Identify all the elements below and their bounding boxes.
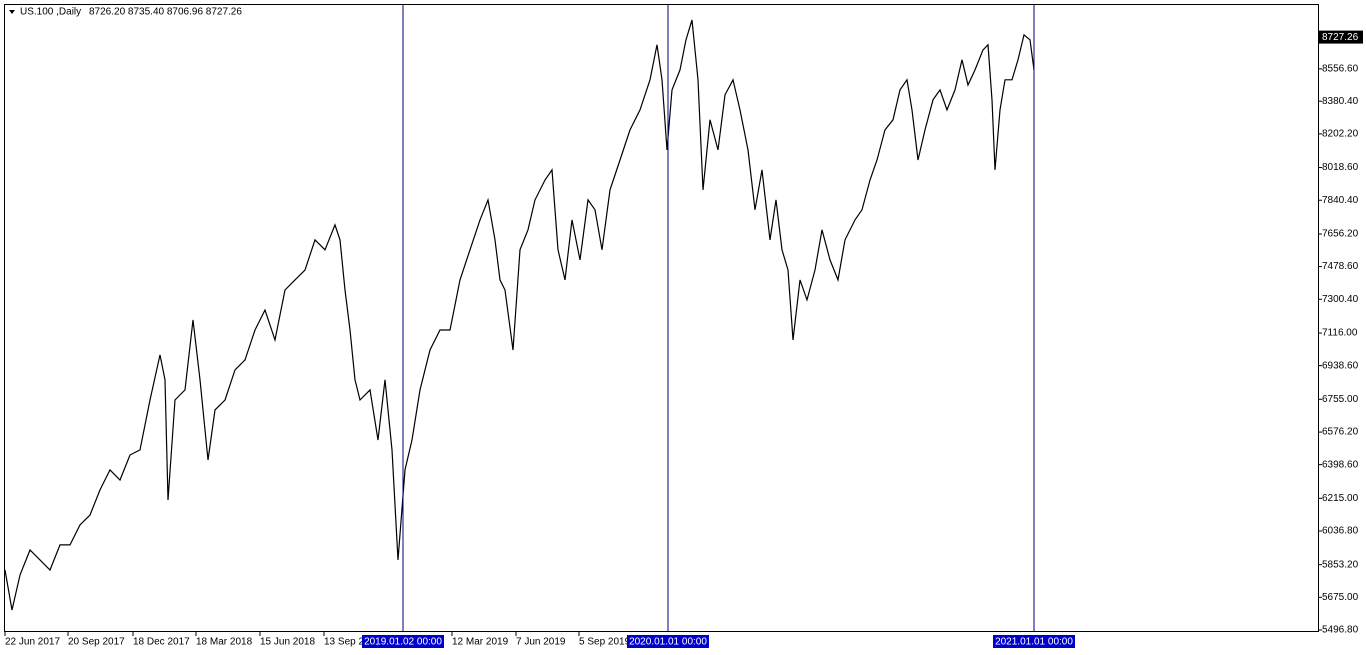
x-tick-label: 7 Jun 2019: [516, 637, 566, 648]
y-tick-label: 6036.80: [1322, 526, 1359, 537]
y-tick-label: 5675.00: [1322, 592, 1359, 603]
y-tick-label: 7300.40: [1322, 294, 1359, 305]
y-tick-label: 5496.80: [1322, 625, 1359, 636]
y-tick-label: 8380.40: [1322, 96, 1359, 107]
y-tick-label: 8556.60: [1322, 64, 1359, 75]
y-tick-label: 5853.20: [1322, 559, 1359, 570]
y-tick-label: 8018.60: [1322, 162, 1359, 173]
x-tick-label: 18 Dec 2017: [133, 637, 190, 648]
y-tick-label: 8202.20: [1322, 129, 1359, 140]
y-tick-label: 6215.00: [1322, 493, 1359, 504]
x-tick-label: 12 Mar 2019: [452, 637, 509, 648]
x-tick-label: 20 Sep 2017: [68, 637, 125, 648]
y-tick-label: 6398.60: [1322, 459, 1359, 470]
separator-label-bg: [362, 635, 444, 648]
separator-label: 2019.01.02 00:00: [364, 637, 442, 648]
x-tick-label: 13 Sep 2018: [324, 637, 381, 648]
separator-label-bg: [627, 635, 709, 648]
separator-label: 2020.01.01 00:00: [629, 637, 707, 648]
x-tick-label: 22 Jun 2017: [5, 637, 60, 648]
y-tick-label: 6576.20: [1322, 427, 1359, 438]
y-tick-label: 6938.60: [1322, 360, 1359, 371]
y-tick-label: 7478.60: [1322, 261, 1359, 272]
x-tick-label: 15 Jun 2018: [260, 637, 315, 648]
x-tick-label: 18 Mar 2018: [196, 637, 253, 648]
chart-title: US.100 ,Daily: [20, 7, 81, 18]
x-tick-label: 5 Sep 2019: [579, 637, 631, 648]
menu-arrow[interactable]: [9, 10, 15, 14]
y-tick-label: 7656.20: [1322, 229, 1359, 240]
last-price-bg: [1319, 30, 1363, 44]
y-tick-label: 6755.00: [1322, 394, 1359, 405]
price-line: [4, 19, 1035, 611]
y-tick-label: 7116.00: [1322, 328, 1358, 339]
last-price-label: 8727.26: [1322, 32, 1359, 43]
plot-frame: [4, 4, 1319, 632]
ohlc: 8726.20 8735.40 8706.96 8727.26: [89, 7, 242, 18]
y-tick-label: 7840.40: [1322, 195, 1359, 206]
separator-label-bg: [993, 635, 1075, 648]
separator-label: 2021.01.01 00:00: [995, 637, 1073, 648]
